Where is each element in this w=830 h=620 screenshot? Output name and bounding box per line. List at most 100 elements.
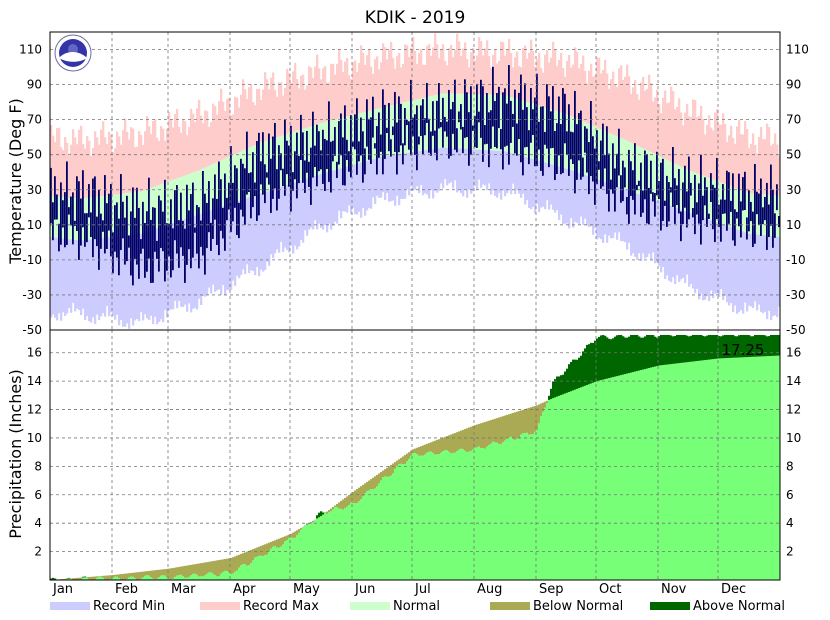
record-min-bar [462, 148, 465, 197]
record-max-bar [190, 108, 193, 174]
actual-precip-bar [290, 537, 293, 580]
below-normal-bar [472, 425, 475, 450]
record-min-bar [702, 217, 705, 301]
daily-temperature-bar [320, 150, 322, 170]
above-normal-bar [642, 337, 645, 370]
record-min-bar [76, 240, 79, 309]
record-min-bar [78, 240, 81, 310]
actual-precip-bar [734, 357, 737, 580]
record-max-bar [772, 143, 775, 196]
record-max-bar [326, 82, 329, 122]
record-min-bar [698, 216, 701, 300]
actual-precip-bar [176, 575, 179, 580]
record-min-bar [480, 149, 483, 188]
normal-band-bar [304, 128, 307, 180]
below-normal-bar [498, 417, 501, 444]
actual-precip-bar [490, 443, 493, 580]
record-max-bar [588, 70, 591, 125]
record-min-bar [694, 214, 697, 294]
actual-precip-bar [428, 451, 431, 580]
above-normal-bar [764, 335, 767, 357]
daily-temperature-bar [382, 89, 384, 175]
record-min-bar [406, 152, 409, 190]
daily-temperature-bar [598, 161, 600, 170]
actual-precip-bar [612, 377, 615, 580]
record-max-bar [620, 65, 623, 139]
daily-temperature-bar [144, 223, 146, 278]
record-max-bar [616, 86, 619, 137]
record-min-bar [430, 149, 433, 190]
daily-temperature-bar [666, 175, 668, 227]
record-max-bar [234, 96, 237, 155]
daily-temperature-bar [592, 136, 594, 182]
record-min-bar [442, 147, 445, 189]
record-min-bar [532, 159, 535, 207]
above-normal-bar [722, 335, 725, 359]
above-normal-bar [726, 334, 729, 359]
record-max-bar [524, 45, 527, 102]
record-max-bar [746, 128, 749, 193]
record-max-bar [434, 33, 437, 96]
daily-temperature-bar [728, 172, 730, 224]
record-max-bar [324, 66, 327, 123]
daily-temperature-bar [410, 79, 412, 156]
actual-precip-bar [192, 573, 195, 580]
daily-temperature-bar [714, 187, 716, 243]
record-min-bar [516, 154, 519, 191]
daily-temperature-bar [426, 82, 428, 123]
actual-precip-bar [686, 362, 689, 580]
above-normal-bar [622, 336, 625, 375]
record-max-bar [152, 121, 155, 188]
record-min-bar [772, 236, 775, 317]
record-min-bar [412, 152, 415, 191]
record-max-bar [126, 131, 129, 194]
record-min-bar [408, 152, 411, 196]
record-max-bar [338, 49, 341, 119]
normal-band-bar [380, 107, 383, 158]
actual-precip-bar [456, 451, 459, 580]
below-normal-bar [412, 449, 415, 454]
actual-precip-bar [180, 574, 183, 580]
record-max-bar [530, 39, 533, 104]
record-min-bar [228, 204, 231, 291]
below-normal-bar [222, 559, 225, 572]
record-min-bar [234, 202, 237, 286]
actual-precip-bar [706, 359, 709, 580]
below-normal-bar [182, 566, 185, 577]
actual-precip-bar [554, 397, 557, 580]
record-min-bar [130, 234, 133, 319]
actual-precip-bar [270, 548, 273, 580]
record-max-bar [760, 127, 763, 195]
normal-band-bar [212, 164, 215, 210]
record-max-bar [180, 132, 183, 178]
below-normal-bar [94, 576, 97, 580]
daily-temperature-bar [364, 148, 366, 175]
daily-temperature-bar [406, 119, 408, 126]
daily-temperature-bar [190, 194, 192, 269]
daily-temperature-bar [252, 152, 254, 208]
actual-precip-bar [560, 395, 563, 580]
above-normal-bar [706, 335, 709, 360]
record-max-bar [476, 55, 479, 95]
normal-band-bar [182, 176, 185, 220]
record-min-bar [396, 154, 399, 196]
normal-band-bar [664, 158, 667, 204]
daily-temperature-bar [84, 213, 86, 247]
below-normal-bar [238, 554, 241, 568]
record-min-bar [572, 170, 575, 228]
above-normal-bar [648, 334, 651, 369]
record-min-bar [378, 157, 381, 198]
record-min-bar [394, 154, 397, 206]
record-min-bar [332, 170, 335, 226]
below-normal-bar [542, 402, 545, 412]
record-max-bar [656, 89, 659, 156]
actual-precip-bar [696, 361, 699, 580]
temperature-tick-right: -50 [786, 323, 806, 337]
above-normal-bar [692, 334, 695, 362]
normal-band-bar [196, 171, 199, 215]
normal-band-bar [500, 94, 503, 151]
below-normal-bar [358, 487, 361, 502]
normal-band-bar [756, 193, 759, 235]
record-max-bar [566, 60, 569, 115]
actual-precip-bar [732, 357, 735, 580]
